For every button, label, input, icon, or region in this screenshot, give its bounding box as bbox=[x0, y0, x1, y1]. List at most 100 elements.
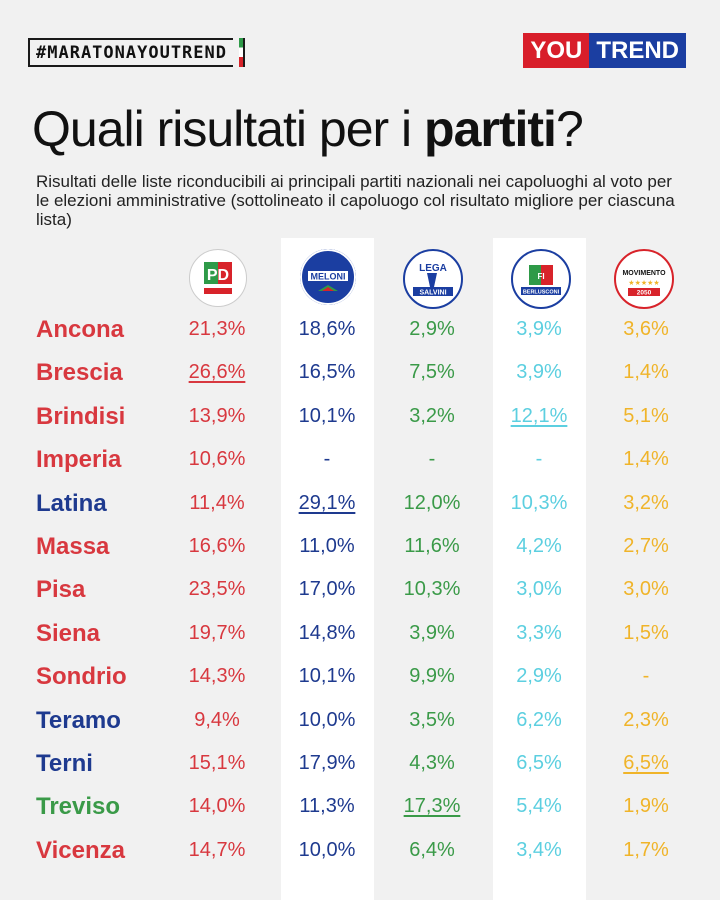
value-cell-fdi: - bbox=[323, 448, 331, 471]
logo-trend: TREND bbox=[589, 33, 686, 68]
value-cell-fdi: 11,3% bbox=[299, 795, 355, 818]
value-cell-fdi: 10,0% bbox=[298, 708, 356, 731]
table-row: Teramo 9,4% 10,0% 3,5% 6,2% 2,3% bbox=[0, 703, 720, 746]
city-label: Ancona bbox=[36, 316, 125, 343]
value-cell-m5s: 1,4% bbox=[623, 448, 669, 471]
value-cell-fi: 3,4% bbox=[516, 838, 562, 861]
value-cell-fi: 2,9% bbox=[516, 665, 562, 688]
svg-text:PD: PD bbox=[207, 267, 229, 284]
value-cell-lega: 4,3% bbox=[409, 752, 455, 774]
value-cell-m5s: 3,0% bbox=[623, 578, 669, 601]
lega-logo-icon: LEGA SALVINI bbox=[403, 249, 463, 309]
fdi-logo-icon: MELONI bbox=[300, 249, 356, 305]
table-row: Brescia 26,6% 16,5% 7,5% 3,9% 1,4% bbox=[0, 355, 720, 398]
value-cell-pd: 14,0% bbox=[188, 795, 246, 818]
value-cell-fdi: 16,5% bbox=[298, 361, 356, 384]
fi-logo-graphic: FI BERLUSCONI bbox=[521, 265, 561, 296]
value-cell-fi: 3,3% bbox=[516, 621, 562, 644]
value-cell-fi: 3,0% bbox=[516, 578, 562, 601]
svg-text:LEGA: LEGA bbox=[419, 263, 447, 274]
value-cell-fi: 3,9% bbox=[516, 318, 562, 340]
value-cell-fdi: 10,0% bbox=[298, 838, 356, 861]
page-subtitle: Risultati delle liste riconducibili ai p… bbox=[36, 172, 675, 229]
lega-logo-graphic: LEGA SALVINI bbox=[413, 263, 453, 297]
value-cell-fi: - bbox=[535, 448, 543, 471]
value-cell-lega: 10,3% bbox=[403, 578, 461, 601]
value-cell-lega: 6,4% bbox=[409, 838, 455, 861]
value-cell-fi: 12,1% bbox=[510, 404, 568, 427]
value-cell-fdi: 17,9% bbox=[298, 752, 356, 774]
value-cell-lega: 17,3% bbox=[403, 795, 461, 818]
value-cell-fi: 5,4% bbox=[516, 795, 562, 818]
table-row: Latina 11,4% 29,1% 12,0% 10,3% 3,2% bbox=[0, 486, 720, 529]
city-label: Treviso bbox=[36, 793, 121, 821]
city-label: Massa bbox=[36, 533, 110, 560]
value-cell-fdi: 10,1% bbox=[298, 404, 356, 427]
column-stripe-fdi bbox=[281, 238, 374, 900]
column-stripe-fi bbox=[493, 238, 586, 900]
table-row: Pisa 23,5% 17,0% 10,3% 3,0% 3,0% bbox=[0, 572, 720, 615]
value-cell-pd: 21,3% bbox=[188, 318, 246, 340]
value-cell-pd: 14,7% bbox=[188, 838, 246, 861]
table-row: Siena 19,7% 14,8% 3,9% 3,3% 1,5% bbox=[0, 616, 720, 659]
svg-text:MELONI: MELONI bbox=[311, 272, 346, 282]
value-cell-fi: 4,2% bbox=[516, 535, 562, 557]
value-cell-pd: 23,5% bbox=[188, 578, 246, 601]
value-cell-pd: 19,7% bbox=[188, 621, 246, 644]
value-cell-fdi: 14,8% bbox=[298, 621, 356, 644]
table-row: Terni 15,1% 17,9% 4,3% 6,5% 6,5% bbox=[0, 746, 720, 789]
value-cell-pd: 11,4% bbox=[189, 491, 245, 514]
hashtag-badge: #MARATONAYOUTREND bbox=[28, 38, 245, 67]
svg-text:2050: 2050 bbox=[637, 290, 652, 297]
value-cell-m5s: 1,9% bbox=[623, 795, 669, 818]
table-row: Ancona 21,3% 18,6% 2,9% 3,9% 3,6% bbox=[0, 312, 720, 355]
value-cell-m5s: 1,7% bbox=[623, 838, 669, 861]
city-label: Brindisi bbox=[36, 402, 126, 430]
city-label: Imperia bbox=[36, 446, 122, 474]
value-cell-pd: 9,4% bbox=[194, 708, 240, 731]
value-cell-lega: 3,2% bbox=[409, 404, 455, 427]
city-label: Siena bbox=[36, 619, 101, 647]
svg-text:SALVINI: SALVINI bbox=[419, 290, 446, 297]
m5s-logo-graphic: MOVIMENTO ★★★★★ 2050 bbox=[622, 270, 666, 297]
city-label: Latina bbox=[36, 489, 107, 517]
value-cell-lega: 9,9% bbox=[409, 665, 455, 688]
title-end: ? bbox=[555, 101, 584, 157]
youtrend-logo: YOU TREND bbox=[523, 33, 686, 68]
value-cell-fdi: 10,1% bbox=[298, 665, 356, 688]
city-label: Teramo bbox=[36, 706, 121, 734]
page-title: Quali risultati per i partiti? bbox=[32, 100, 584, 158]
svg-text:FI: FI bbox=[537, 272, 544, 281]
value-cell-pd: 15,1% bbox=[188, 752, 246, 774]
value-cell-pd: 16,6% bbox=[188, 535, 246, 557]
m5s-logo-icon: MOVIMENTO ★★★★★ 2050 bbox=[614, 249, 674, 309]
value-cell-lega: 12,0% bbox=[403, 491, 461, 514]
pd-logo-graphic: PD bbox=[191, 251, 245, 305]
value-cell-lega: 2,9% bbox=[409, 318, 455, 340]
table-row: Massa 16,6% 11,0% 11,6% 4,2% 2,7% bbox=[0, 529, 720, 572]
value-cell-pd: 26,6% bbox=[188, 361, 246, 384]
value-cell-lega: 3,5% bbox=[409, 708, 455, 731]
table-row: Brindisi 13,9% 10,1% 3,2% 12,1% 5,1% bbox=[0, 399, 720, 442]
value-cell-m5s: 3,2% bbox=[623, 491, 669, 514]
value-cell-m5s: - bbox=[642, 665, 650, 688]
value-cell-fi: 3,9% bbox=[516, 361, 562, 384]
table-row: Treviso 14,0% 11,3% 17,3% 5,4% 1,9% bbox=[0, 789, 720, 832]
value-cell-pd: 10,6% bbox=[188, 448, 246, 471]
value-cell-lega: 7,5% bbox=[409, 361, 455, 384]
logo-you: YOU bbox=[523, 33, 590, 68]
value-cell-fi: 6,5% bbox=[516, 752, 562, 774]
value-cell-pd: 14,3% bbox=[188, 665, 246, 688]
table-row: Sondrio 14,3% 10,1% 9,9% 2,9% - bbox=[0, 659, 720, 702]
fi-logo-icon: FI BERLUSCONI bbox=[511, 249, 571, 309]
fdi-logo-graphic: MELONI bbox=[300, 249, 356, 305]
city-label: Terni bbox=[36, 750, 93, 777]
value-cell-lega: 11,6% bbox=[404, 535, 460, 557]
value-cell-m5s: 6,5% bbox=[623, 752, 669, 774]
city-label: Brescia bbox=[36, 359, 123, 387]
value-cell-fdi: 17,0% bbox=[298, 578, 356, 601]
svg-text:BERLUSCONI: BERLUSCONI bbox=[523, 290, 560, 296]
svg-text:★★★★★: ★★★★★ bbox=[628, 279, 659, 287]
svg-text:MOVIMENTO: MOVIMENTO bbox=[622, 270, 666, 277]
table-row: Imperia 10,6% - - - 1,4% bbox=[0, 442, 720, 485]
